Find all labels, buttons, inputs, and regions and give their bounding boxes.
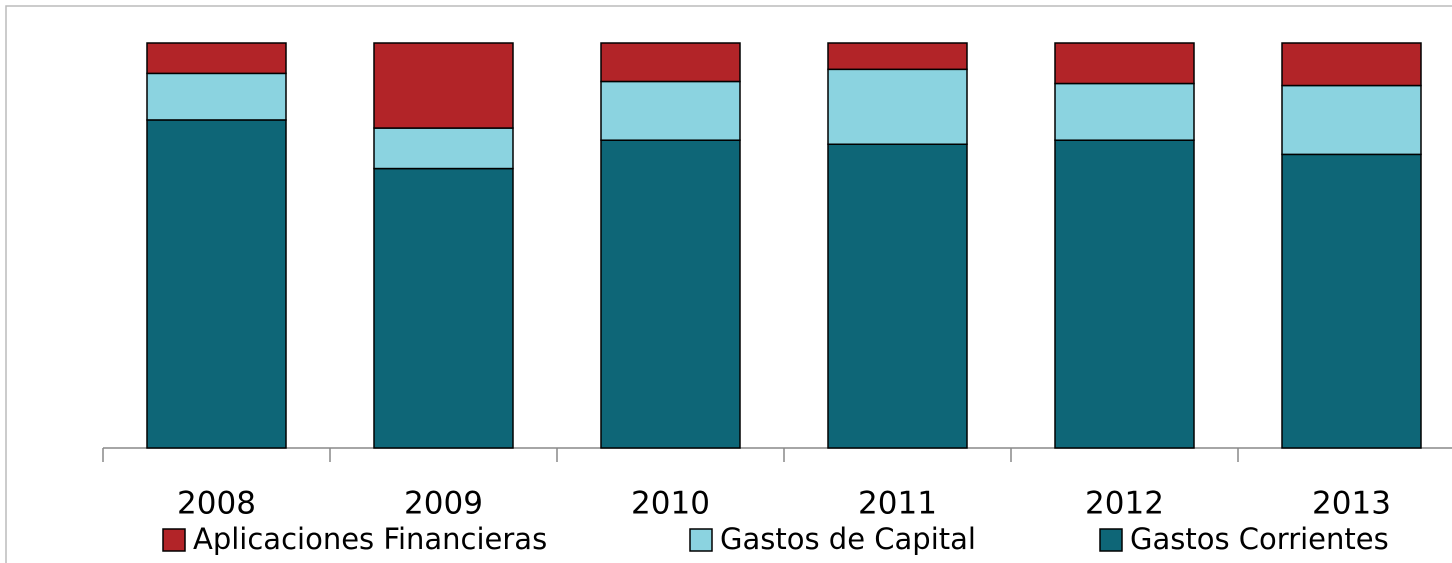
bar-segment (1281, 42, 1422, 87)
x-tick-label: 2010 (631, 486, 710, 522)
chart-frame (5, 5, 1452, 563)
x-tick-label: 2008 (177, 486, 256, 522)
bar-segment (146, 42, 287, 75)
legend-swatch (1099, 528, 1123, 552)
bar-segment (600, 80, 741, 141)
x-tick-label: 2011 (858, 486, 937, 522)
bar-segment (1054, 42, 1195, 85)
bar-segment (1281, 153, 1422, 449)
bar-segment (373, 167, 514, 449)
bar-segment (373, 127, 514, 170)
x-tick-label: 2012 (1085, 486, 1164, 522)
x-tick-label: 2009 (404, 486, 483, 522)
bar-segment (600, 42, 741, 83)
bar-segment (827, 143, 968, 449)
bar-segment (373, 42, 514, 129)
x-tick-label: 2013 (1312, 486, 1391, 522)
bar-segment (1054, 82, 1195, 141)
bar-segment (146, 119, 287, 449)
bar-segment (146, 72, 287, 121)
legend-label: Gastos de Capital (720, 522, 976, 556)
legend-label: Aplicaciones Financieras (193, 522, 547, 556)
bar-segment (600, 139, 741, 449)
bar-segment (1281, 84, 1422, 156)
legend-swatch (162, 528, 186, 552)
bar-segment (827, 42, 968, 71)
legend-swatch (689, 528, 713, 552)
legend-label: Gastos Corrientes (1130, 522, 1389, 556)
bar-segment (827, 68, 968, 145)
bar-segment (1054, 139, 1195, 449)
